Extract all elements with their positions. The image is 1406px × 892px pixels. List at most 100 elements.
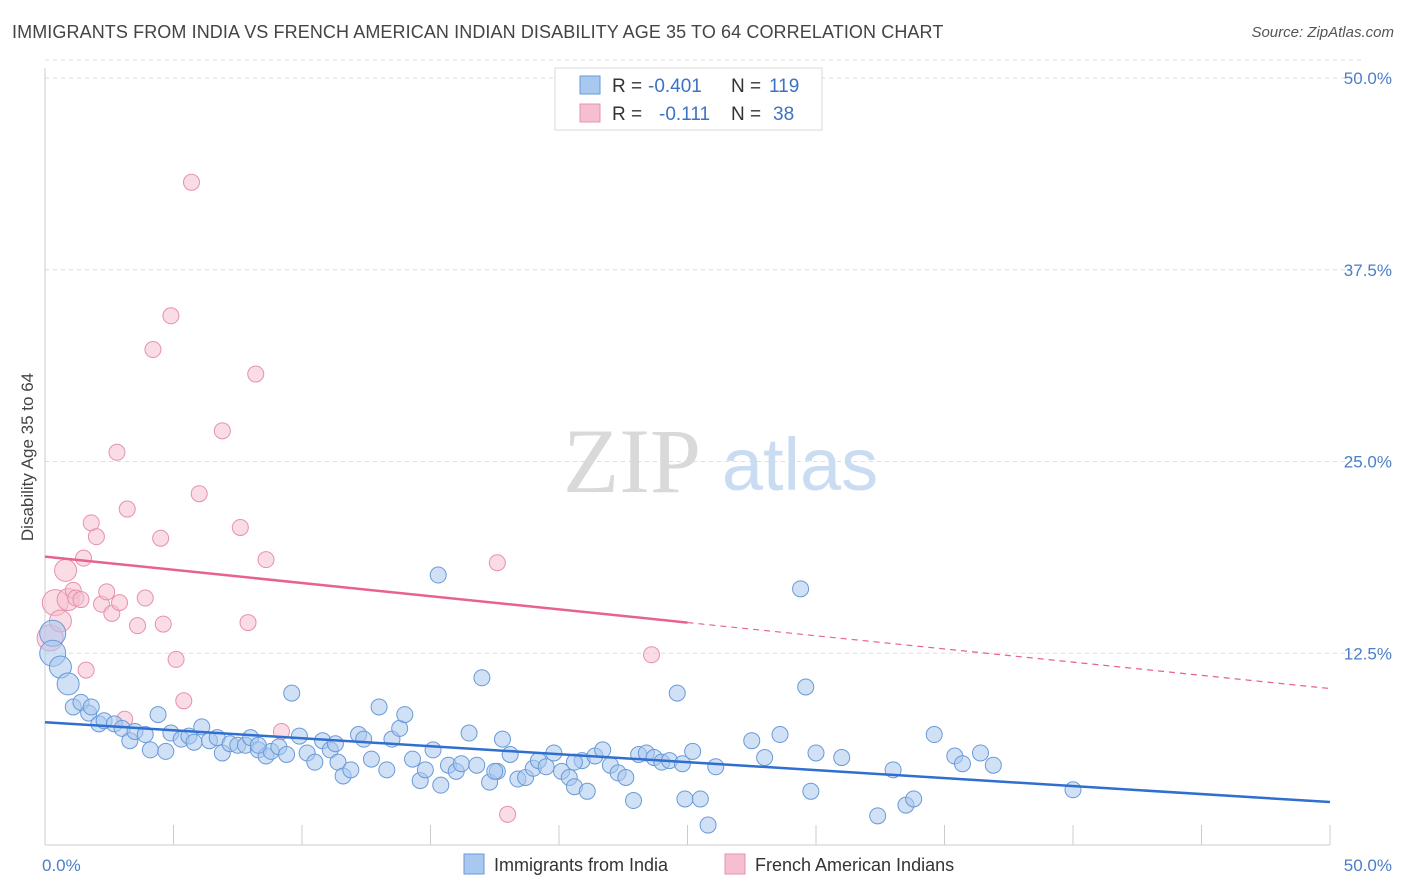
legend-n-label-2: N = — [731, 104, 761, 125]
india-point-102 — [833, 749, 851, 767]
legend-r-value-2: -0.111 — [659, 104, 710, 125]
y-tick-label-1: 25.0% — [1344, 453, 1392, 472]
series-legend-swatch-blue — [463, 853, 485, 875]
french-american-indian-point-27 — [182, 173, 200, 191]
india-point-61 — [468, 756, 486, 774]
india-point-17 — [157, 742, 175, 760]
india-point-52 — [404, 750, 422, 768]
french-american-indian-point-23 — [154, 615, 172, 633]
legend-r-value-1: -0.401 — [648, 76, 702, 97]
india-point-71 — [537, 758, 555, 776]
french-american-indian-point-29 — [213, 422, 231, 440]
india-point-45 — [355, 730, 373, 748]
india-point-106 — [905, 790, 923, 808]
india-point-7 — [82, 698, 100, 716]
watermark: ZIP atlas — [563, 410, 878, 512]
india-point-107 — [925, 726, 943, 744]
french-american-indian-point-33 — [257, 551, 275, 569]
india-point-101 — [807, 744, 825, 762]
india-point-46 — [362, 750, 380, 768]
india-point-113 — [429, 566, 447, 584]
french-american-indian-point-25 — [167, 650, 185, 668]
french-american-indian-point-13 — [98, 583, 116, 601]
india-point-110 — [971, 744, 989, 762]
legend-swatch-pink — [579, 103, 601, 123]
india-point-93 — [699, 816, 717, 834]
india-point-55 — [424, 741, 442, 759]
india-point-116 — [486, 762, 504, 780]
india-point-82 — [617, 769, 635, 787]
french-american-indian-point-26 — [175, 692, 193, 710]
french-american-indian-point-32 — [247, 365, 265, 383]
y-axis-label: Disability Age 35 to 64 — [18, 373, 37, 541]
y-tick-label-0: 12.5% — [1344, 644, 1392, 663]
french-american-indian-point-3 — [54, 558, 78, 582]
india-point-34 — [278, 745, 296, 763]
india-point-47 — [370, 698, 388, 716]
french-american-indian-point-20 — [136, 589, 154, 607]
india-point-94 — [707, 758, 725, 776]
legend-n-value-2: 38 — [773, 104, 794, 125]
india-point-98 — [792, 580, 810, 598]
french-american-indian-point-15 — [108, 443, 126, 461]
india-point-60 — [460, 724, 478, 742]
french-american-indian-point-21 — [144, 341, 162, 359]
india-point-114 — [249, 736, 267, 754]
watermark-atlas: atlas — [722, 423, 878, 506]
french-american-indian-point-11 — [87, 528, 105, 546]
y-tick-label-2: 37.5% — [1344, 261, 1392, 280]
french-american-indian-point-7 — [72, 591, 90, 609]
india-point-16 — [149, 706, 167, 724]
india-point-92 — [691, 790, 709, 808]
india-trend-line — [44, 721, 1331, 804]
legend-r-label-1: R = — [612, 76, 642, 97]
chart-title: IMMIGRANTS FROM INDIA VS FRENCH AMERICAN… — [12, 22, 944, 42]
india-point-38 — [306, 753, 324, 771]
french-american-indian-point-18 — [118, 500, 136, 518]
india-point-103 — [869, 807, 887, 825]
french-american-indian-point-16 — [111, 594, 129, 612]
india-point-35 — [283, 684, 301, 702]
x-tick-label-1: 50.0% — [1344, 856, 1392, 875]
series-legend: Immigrants from India French American In… — [463, 853, 954, 875]
legend-n-value-1: 119 — [769, 76, 799, 97]
correlation-legend: R = -0.401 N = 119 R = -0.111 N = 38 — [554, 67, 823, 131]
india-point-77 — [578, 782, 596, 800]
french-american-indian-point-30 — [231, 518, 249, 536]
legend-swatch-blue — [579, 75, 601, 95]
india-point-118 — [673, 755, 691, 773]
india-point-59 — [452, 755, 470, 773]
india-point-56 — [432, 776, 450, 794]
india-point-115 — [326, 735, 344, 753]
india-point-97 — [771, 726, 789, 744]
legend-r-label-2: R = — [612, 104, 642, 125]
french-american-indian-point-8 — [75, 549, 93, 567]
india-point-100 — [802, 782, 820, 800]
french-american-indian-point-19 — [129, 617, 147, 635]
french-american-indian-point-36 — [499, 805, 517, 823]
series-legend-label-blue: Immigrants from India — [494, 855, 669, 875]
french-american-indian-point-9 — [77, 661, 95, 679]
india-point-89 — [668, 684, 686, 702]
watermark-zip: ZIP — [563, 410, 701, 512]
source-credit: Source: ZipAtlas.com — [1251, 24, 1394, 41]
india-point-54 — [416, 761, 434, 779]
india-point-91 — [684, 742, 702, 760]
india-point-95 — [743, 732, 761, 750]
series-legend-label-pink: French American Indians — [755, 855, 954, 875]
india-point-62 — [473, 669, 491, 687]
india-point-109 — [953, 755, 971, 773]
india-point-43 — [342, 761, 360, 779]
y-tick-label-3: 50.0% — [1344, 69, 1392, 88]
india-point-65 — [493, 730, 511, 748]
x-tick-label-0: 0.0% — [42, 856, 81, 875]
series-legend-swatch-pink — [724, 853, 746, 875]
india-point-66 — [501, 745, 519, 763]
legend-n-label-1: N = — [731, 76, 761, 97]
india-point-96 — [756, 749, 774, 767]
french-american-indian-trend-line — [44, 555, 688, 624]
india-point-15 — [141, 741, 159, 759]
india-point-99 — [797, 678, 815, 696]
french-american-indian-trend-extension — [687, 621, 1331, 690]
